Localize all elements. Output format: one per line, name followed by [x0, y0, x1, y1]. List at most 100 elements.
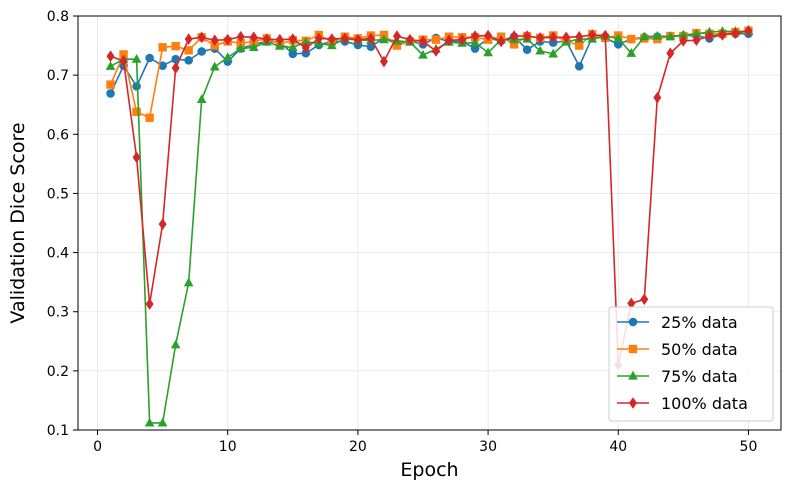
data-point — [392, 41, 402, 50]
legend-item: 50% data — [617, 340, 738, 359]
series-layer — [105, 24, 754, 427]
series-4 — [106, 24, 753, 371]
legend-marker — [628, 370, 638, 380]
data-point — [535, 45, 545, 55]
x-tick-label: 10 — [219, 439, 237, 455]
data-point — [549, 31, 558, 44]
data-point — [418, 35, 427, 48]
data-point — [171, 62, 180, 74]
data-point — [236, 39, 245, 48]
data-point — [197, 31, 206, 44]
data-point — [483, 47, 493, 57]
data-point — [627, 297, 636, 310]
y-tick-label: 0.6 — [47, 127, 69, 143]
data-point — [223, 33, 232, 46]
data-point — [379, 34, 389, 44]
data-point — [652, 30, 663, 40]
data-point — [314, 32, 323, 45]
data-point — [666, 47, 675, 60]
data-point — [327, 33, 336, 45]
data-point — [197, 47, 206, 56]
data-point — [562, 31, 571, 44]
data-point — [184, 33, 193, 45]
data-point — [522, 45, 532, 55]
data-point — [484, 29, 493, 42]
data-point — [106, 89, 115, 98]
y-tick-label: 0.3 — [47, 305, 69, 321]
data-point — [184, 56, 193, 65]
legend-label: 50% data — [661, 340, 738, 359]
data-point — [288, 42, 298, 51]
plot-frame — [77, 15, 782, 431]
data-point — [431, 35, 441, 44]
data-point — [613, 40, 623, 49]
data-point — [209, 61, 220, 71]
data-point — [132, 151, 141, 164]
x-tick-label: 40 — [609, 439, 627, 455]
data-point — [523, 30, 532, 42]
data-point — [158, 218, 167, 230]
data-point — [366, 32, 375, 45]
x-tick-label: 20 — [349, 439, 367, 455]
data-point — [575, 30, 584, 43]
data-point — [366, 42, 376, 52]
legend-box — [608, 306, 774, 422]
legend-marker — [628, 344, 638, 354]
data-point — [588, 29, 597, 41]
data-point — [705, 30, 714, 42]
data-point — [106, 50, 115, 63]
data-point — [601, 29, 610, 42]
data-point — [184, 46, 193, 55]
data-point — [222, 52, 233, 61]
data-point — [536, 32, 545, 44]
data-point — [613, 33, 624, 43]
data-point — [236, 30, 245, 43]
data-point — [497, 35, 506, 48]
data-point — [432, 45, 441, 57]
data-point — [196, 94, 207, 103]
x-axis-title: Epoch — [400, 459, 458, 481]
data-point — [692, 34, 701, 47]
data-point — [301, 36, 311, 46]
data-point — [262, 33, 271, 45]
data-point — [210, 34, 219, 47]
data-point — [626, 48, 637, 57]
data-point — [145, 53, 154, 63]
data-point — [379, 55, 388, 68]
data-point — [679, 35, 688, 47]
data-point — [340, 32, 349, 45]
legend-label: 100% data — [661, 394, 748, 413]
data-point — [640, 293, 649, 306]
legend: 25% data 50% data 75% data 100% data — [608, 306, 774, 422]
legend-marker — [628, 317, 638, 327]
y-tick-label: 0.7 — [47, 68, 69, 84]
data-point — [418, 49, 428, 59]
data-point — [105, 61, 116, 70]
x-tick-label: 30 — [479, 439, 497, 455]
data-point — [275, 33, 284, 46]
data-point — [744, 24, 753, 37]
data-point — [145, 113, 154, 122]
data-point — [171, 41, 180, 51]
data-point — [458, 33, 467, 46]
data-point — [248, 42, 259, 51]
data-point — [510, 30, 519, 42]
y-tick-label: 0.8 — [47, 9, 69, 25]
ticks: 0 10 20 30 40 50 0.1 0.2 0.3 0.4 0.5 0.6 0.7 0.8 — [47, 9, 758, 455]
data-point — [548, 48, 558, 58]
data-point — [288, 49, 298, 59]
y-tick-label: 0.5 — [47, 186, 69, 202]
y-tick-label: 0.1 — [47, 423, 69, 439]
data-point — [405, 33, 414, 46]
data-point — [445, 34, 454, 47]
data-point — [718, 29, 727, 41]
data-point — [653, 91, 662, 104]
data-point — [131, 53, 142, 63]
data-point — [132, 107, 141, 117]
data-point — [157, 417, 168, 427]
data-point — [145, 298, 154, 310]
data-point — [249, 31, 258, 44]
legend-label: 75% data — [661, 367, 738, 386]
data-point — [353, 33, 362, 46]
